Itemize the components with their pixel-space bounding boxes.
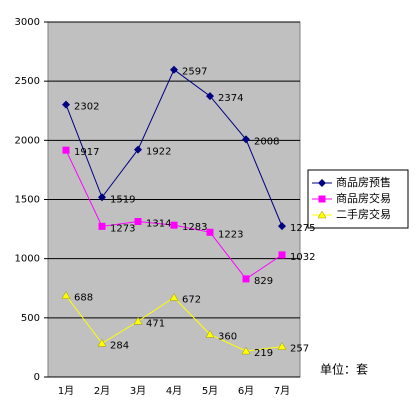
y-tick-label: 0 — [34, 372, 40, 383]
data-point — [242, 275, 250, 283]
data-label: 2008 — [254, 136, 279, 147]
x-tick-label: 2月 — [94, 385, 110, 397]
x-tick-label: 7月 — [274, 385, 290, 397]
data-point — [170, 65, 178, 74]
data-point — [62, 146, 70, 154]
y-tick-label: 2500 — [15, 76, 40, 87]
y-tick-label: 1000 — [15, 254, 40, 265]
data-label: 1032 — [290, 252, 315, 263]
data-label: 1223 — [218, 229, 243, 240]
data-label: 471 — [146, 318, 165, 329]
data-label: 257 — [290, 344, 309, 355]
data-point — [206, 228, 214, 236]
unit-label: 单位：套 — [320, 362, 368, 377]
data-point — [133, 316, 143, 325]
data-label: 360 — [218, 331, 237, 342]
legend-label: 商品房交易 — [336, 191, 391, 205]
legend-label: 商品房预售 — [336, 175, 391, 189]
data-label: 284 — [110, 340, 129, 351]
data-point — [277, 342, 287, 350]
x-tick-label: 6月 — [238, 385, 254, 397]
data-label: 1519 — [110, 194, 135, 205]
data-point — [205, 329, 215, 338]
data-label: 1314 — [146, 219, 171, 230]
data-point — [61, 291, 71, 299]
x-tick-label: 4月 — [166, 385, 182, 397]
data-label: 688 — [74, 293, 93, 304]
data-label: 672 — [182, 294, 201, 305]
data-point — [97, 338, 107, 347]
y-tick-label: 2000 — [15, 135, 40, 146]
data-point — [134, 145, 142, 154]
data-point — [62, 100, 70, 109]
legend-marker — [317, 210, 327, 219]
data-label: 829 — [254, 276, 273, 287]
data-point — [241, 346, 251, 355]
data-label: 1917 — [74, 147, 99, 158]
data-label: 2597 — [182, 67, 207, 78]
legend-marker — [318, 179, 326, 187]
x-tick-label: 3月 — [130, 385, 146, 397]
data-point — [278, 222, 286, 231]
y-tick-label: 1500 — [15, 195, 40, 206]
data-label: 1275 — [290, 223, 315, 234]
data-point — [98, 222, 106, 230]
x-tick-label: 1月 — [58, 385, 74, 397]
y-tick-label: 3000 — [15, 17, 40, 28]
data-label: 1273 — [110, 223, 135, 234]
data-label: 1283 — [182, 222, 207, 233]
data-label: 219 — [254, 348, 273, 359]
data-point — [170, 221, 178, 229]
x-tick-label: 5月 — [202, 385, 218, 397]
data-point — [242, 135, 250, 144]
legend-marker — [318, 195, 326, 203]
data-point — [134, 218, 142, 226]
data-point — [169, 292, 179, 301]
data-point — [278, 251, 286, 259]
data-label: 1922 — [146, 147, 171, 158]
data-label: 2302 — [74, 102, 99, 113]
data-point — [98, 193, 106, 202]
y-tick-label: 500 — [21, 313, 40, 324]
legend-label: 二手房交易 — [336, 207, 391, 221]
data-label: 2374 — [218, 93, 243, 104]
data-point — [206, 92, 214, 101]
